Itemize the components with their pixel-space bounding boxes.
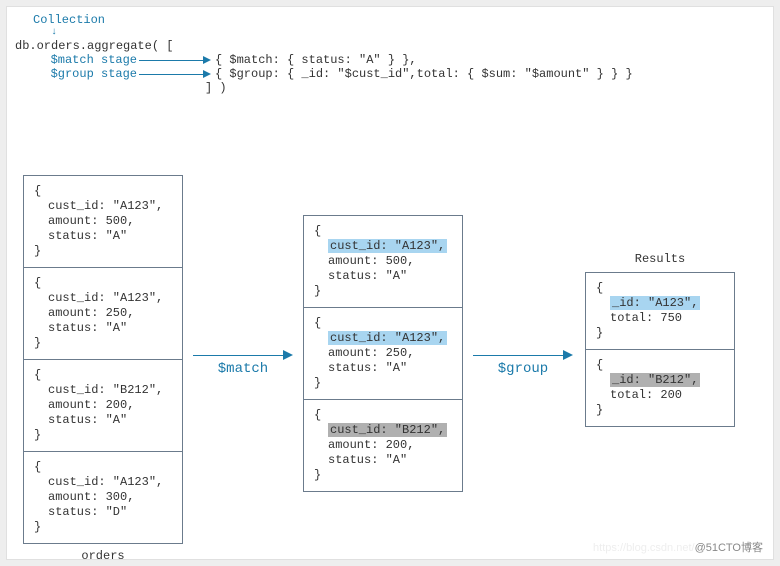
doc-line: _id: "A123", [596,296,724,311]
doc-cell: {cust_id: "A123",amount: 250,status: "A"… [24,268,182,360]
match-stage-label: $match stage [15,53,137,67]
results-column: {_id: "A123",total: 750}{_id: "B212",tot… [585,272,735,427]
doc-cell: {cust_id: "A123",amount: 500,status: "A"… [24,176,182,268]
doc-line: amount: 250, [314,346,452,361]
brace-open: { [34,460,172,475]
orders-column: {cust_id: "A123",amount: 500,status: "A"… [23,175,183,544]
watermark: https://blog.csdn.net/@51CTO博客 [593,539,763,555]
group-stage-label: $group stage [15,67,137,81]
brace-open: { [596,281,724,296]
doc-line: status: "A" [314,453,452,468]
collection-label: Collection [33,13,765,27]
arrow-right-icon [139,67,211,81]
highlight: cust_id: "A123", [328,239,447,253]
doc-cell: {cust_id: "B212",amount: 200,status: "A"… [304,400,462,491]
arrow-right-icon [193,347,293,363]
doc-line: amount: 500, [314,254,452,269]
orders-label: orders [23,549,183,563]
doc-line: status: "A" [34,413,172,428]
aggregate-close: ] ) [205,81,765,95]
doc-line: status: "D" [34,505,172,520]
doc-cell: {cust_id: "B212",amount: 200,status: "A"… [24,360,182,452]
doc-cell: {_id: "B212",total: 200} [586,350,734,426]
doc-line: cust_id: "B212", [314,423,452,438]
results-label: Results [585,252,735,266]
brace-close: } [314,468,452,483]
aggregate-open: db.orders.aggregate( [ [15,39,765,53]
match-pipe-label: $match [193,361,293,377]
match-stage-line: $match stage { $match: { status: "A" } }… [15,53,765,67]
doc-cell: {cust_id: "A123",amount: 300,status: "D"… [24,452,182,543]
brace-close: } [34,520,172,535]
doc-line: cust_id: "A123", [34,475,172,490]
doc-cell: {cust_id: "A123",amount: 500,status: "A"… [304,216,462,308]
arrow-right-icon [139,53,211,67]
doc-line: total: 200 [596,388,724,403]
group-pipe-label: $group [473,361,573,377]
doc-line: amount: 300, [34,490,172,505]
doc-line: cust_id: "A123", [314,239,452,254]
watermark-left: https://blog.csdn.net/ [593,542,695,554]
doc-line: status: "A" [34,229,172,244]
brace-close: } [34,244,172,259]
watermark-right: @51CTO博客 [695,542,763,554]
doc-line: amount: 200, [34,398,172,413]
brace-open: { [34,184,172,199]
doc-line: amount: 500, [34,214,172,229]
highlight: _id: "A123", [610,296,700,310]
brace-open: { [596,358,724,373]
brace-close: } [314,284,452,299]
doc-line: status: "A" [314,361,452,376]
group-pipe: $group [473,347,573,377]
brace-open: { [314,224,452,239]
doc-line: status: "A" [314,269,452,284]
doc-line: amount: 250, [34,306,172,321]
doc-cell: {_id: "A123",total: 750} [586,273,734,350]
brace-open: { [34,368,172,383]
brace-close: } [314,376,452,391]
doc-line: _id: "B212", [596,373,724,388]
diagram-page: Collection ↓ db.orders.aggregate( [ $mat… [6,6,774,560]
doc-line: cust_id: "A123", [34,291,172,306]
match-stage-code: { $match: { status: "A" } }, [215,53,417,67]
highlight: cust_id: "A123", [328,331,447,345]
doc-line: cust_id: "A123", [34,199,172,214]
brace-close: } [596,403,724,418]
matched-column: {cust_id: "A123",amount: 500,status: "A"… [303,215,463,492]
brace-open: { [34,276,172,291]
header-block: Collection ↓ db.orders.aggregate( [ $mat… [15,13,765,95]
doc-line: cust_id: "B212", [34,383,172,398]
group-stage-code: { $group: { _id: "$cust_id",total: { $su… [215,67,633,81]
doc-line: cust_id: "A123", [314,331,452,346]
arrow-down-icon: ↓ [51,29,765,37]
brace-close: } [34,336,172,351]
arrow-right-icon [473,347,573,363]
brace-open: { [314,408,452,423]
doc-line: status: "A" [34,321,172,336]
doc-line: total: 750 [596,311,724,326]
brace-close: } [596,326,724,341]
brace-open: { [314,316,452,331]
highlight: _id: "B212", [610,373,700,387]
highlight: cust_id: "B212", [328,423,447,437]
doc-cell: {cust_id: "A123",amount: 250,status: "A"… [304,308,462,400]
brace-close: } [34,428,172,443]
match-pipe: $match [193,347,293,377]
doc-line: amount: 200, [314,438,452,453]
group-stage-line: $group stage { $group: { _id: "$cust_id"… [15,67,765,81]
